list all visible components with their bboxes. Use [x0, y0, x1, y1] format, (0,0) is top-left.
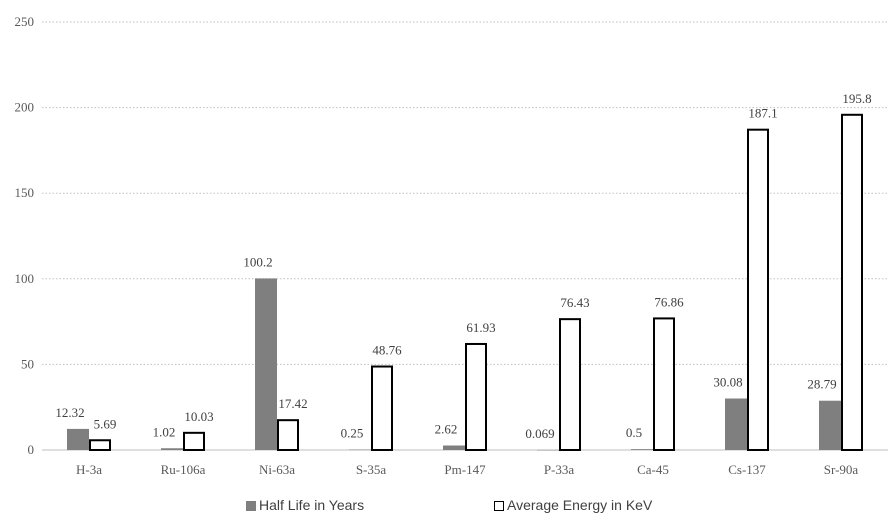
bar-half-life [255, 278, 277, 450]
x-category-label: Cs-137 [728, 462, 766, 477]
bar-average-energy [277, 419, 299, 452]
data-label-average-energy: 5.69 [94, 416, 117, 431]
bar-average-energy [183, 431, 205, 452]
data-label-half-life: 0.5 [626, 425, 642, 440]
legend: Half Life in Years Average Energy in KeV [0, 497, 890, 515]
data-label-average-energy: 76.43 [560, 295, 589, 310]
data-label-half-life: 0.25 [341, 426, 364, 441]
x-category-label: Pm-147 [444, 462, 486, 477]
y-tick-label: 0 [28, 442, 35, 457]
data-label-half-life: 100.2 [243, 254, 272, 269]
y-tick-label: 200 [15, 100, 35, 115]
x-category-label: H-3a [76, 462, 102, 477]
bar-average-energy [841, 113, 863, 451]
bar-average-energy [559, 318, 581, 451]
bar-average-energy [747, 128, 769, 451]
data-label-half-life: 30.08 [713, 375, 742, 390]
bar-half-life [161, 448, 183, 450]
y-tick-label: 100 [15, 271, 35, 286]
legend-item-half-life: Half Life in Years [246, 497, 364, 513]
bar-half-life [349, 449, 371, 451]
x-category-label: Sr-90a [824, 462, 859, 477]
x-category-label: P-33a [544, 462, 575, 477]
bar-half-life [819, 400, 841, 450]
legend-swatch-half-life [246, 501, 256, 511]
bar-average-energy [371, 365, 393, 452]
bar-half-life [631, 449, 653, 450]
data-label-half-life: 1.02 [153, 424, 176, 439]
bar-half-life [725, 398, 747, 450]
bar-half-life [537, 449, 559, 451]
legend-item-average-energy: Average Energy in KeV [494, 497, 652, 513]
bar-half-life [443, 445, 465, 450]
bar-average-energy [465, 342, 487, 451]
data-label-average-energy: 10.03 [184, 409, 213, 424]
data-label-average-energy: 61.93 [466, 320, 495, 335]
x-category-label: Ca-45 [637, 462, 669, 477]
data-label-half-life: 12.32 [55, 405, 84, 420]
data-label-average-energy: 195.8 [842, 91, 871, 106]
data-label-average-energy: 48.76 [372, 343, 402, 358]
data-label-average-energy: 76.86 [654, 294, 684, 309]
x-category-label: Ru-106a [161, 462, 206, 477]
data-label-half-life: 0.069 [525, 426, 554, 441]
x-category-label: S-35a [356, 462, 387, 477]
data-label-half-life: 28.79 [807, 377, 836, 392]
bar-average-energy [89, 439, 111, 452]
y-tick-label: 50 [21, 356, 34, 371]
legend-label-average-energy: Average Energy in KeV [507, 497, 653, 513]
bar-average-energy [653, 317, 675, 451]
y-tick-label: 250 [15, 14, 35, 29]
bar-half-life [67, 428, 89, 450]
data-label-half-life: 2.62 [435, 422, 458, 437]
x-category-label: Ni-63a [259, 462, 295, 477]
y-tick-label: 150 [15, 185, 35, 200]
legend-label-half-life: Half Life in Years [259, 497, 365, 513]
data-label-average-energy: 187.1 [748, 106, 777, 121]
bar-chart: 0 50 100 150 200 250 12.32 5.69 H-3a 1.02 10.03 Ru-… [15, 14, 888, 477]
data-label-average-energy: 17.42 [278, 396, 307, 411]
legend-swatch-average-energy [494, 501, 504, 511]
